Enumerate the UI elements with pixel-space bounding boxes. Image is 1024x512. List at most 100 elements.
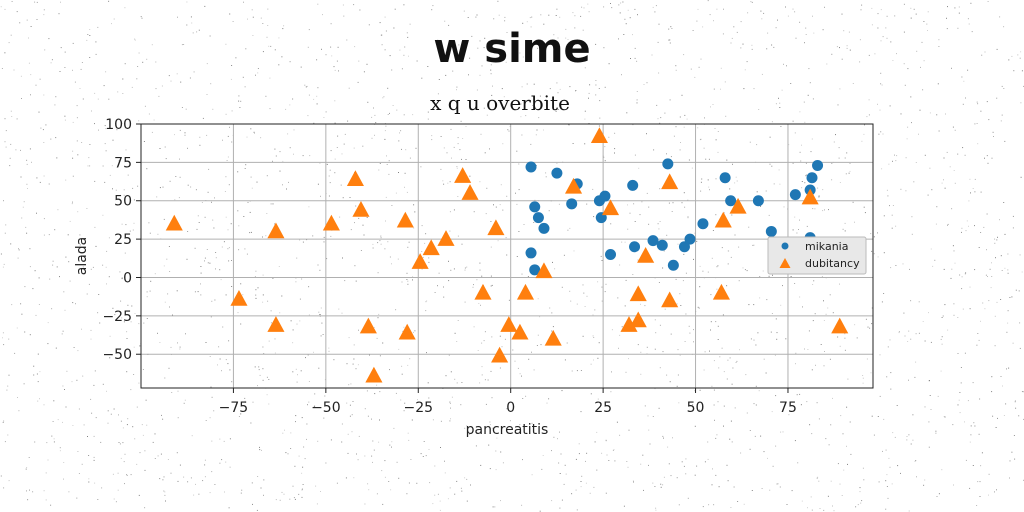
point-dubitancy: [712, 283, 730, 300]
noise-dot: [1007, 253, 1009, 255]
noise-dot: [317, 183, 319, 185]
noise-dot: [492, 85, 493, 87]
noise-dot: [480, 464, 482, 466]
noise-dot: [286, 188, 287, 190]
x-axis-title: pancreatitis: [466, 422, 549, 438]
noise-dot: [775, 395, 777, 397]
noise-dot: [525, 395, 527, 397]
noise-dot: [717, 325, 719, 327]
noise-dot: [139, 452, 141, 454]
noise-dot: [146, 291, 148, 293]
noise-dot: [71, 381, 73, 383]
noise-dot: [306, 423, 308, 425]
noise-dot: [517, 367, 519, 369]
noise-dot: [98, 129, 99, 131]
noise-dot: [301, 496, 303, 498]
noise-dot: [1007, 322, 1009, 324]
noise-dot: [751, 1, 753, 3]
noise-dot: [557, 37, 559, 39]
noise-dot: [696, 465, 698, 467]
noise-dot: [511, 54, 513, 56]
noise-dot: [303, 446, 305, 448]
noise-dot: [775, 103, 777, 105]
noise-dot: [597, 357, 599, 359]
noise-dot: [501, 88, 503, 90]
noise-dot: [366, 390, 368, 392]
noise-dot: [957, 317, 959, 318]
noise-dot: [224, 191, 226, 192]
noise-dot: [817, 476, 819, 478]
noise-dot: [700, 190, 702, 192]
noise-dot: [353, 477, 355, 479]
noise-dot: [886, 474, 888, 476]
noise-dot: [465, 159, 467, 160]
noise-dot: [953, 303, 955, 305]
noise-dot: [775, 27, 777, 29]
noise-dot: [819, 508, 821, 509]
noise-dot: [895, 265, 897, 266]
noise-dot: [374, 134, 375, 136]
noise-dot: [889, 205, 890, 207]
point-mikania: [656, 239, 668, 251]
noise-dot: [323, 117, 325, 118]
noise-dot: [804, 42, 805, 44]
noise-dot: [20, 303, 22, 305]
noise-dot: [260, 17, 262, 19]
noise-dot: [318, 367, 320, 369]
noise-dot: [994, 491, 995, 493]
noise-dot: [460, 487, 462, 489]
noise-dot: [967, 69, 969, 71]
noise-dot: [461, 382, 463, 383]
noise-dot: [393, 27, 395, 29]
noise-dot: [799, 111, 801, 113]
noise-dot: [983, 226, 985, 228]
noise-dot: [627, 204, 628, 206]
point-dubitancy: [620, 316, 638, 332]
noise-dot: [702, 270, 704, 272]
noise-dot: [210, 316, 212, 318]
noise-dot: [990, 287, 992, 289]
point-mikania: [697, 218, 709, 230]
noise-dot: [378, 313, 380, 315]
noise-dot: [171, 392, 173, 393]
noise-dot: [278, 64, 280, 66]
noise-dot: [136, 406, 138, 408]
point-dubitancy: [629, 311, 647, 328]
noise-dot: [712, 230, 714, 231]
noise-dot: [592, 188, 594, 190]
noise-dot: [262, 346, 264, 348]
noise-dot: [292, 98, 294, 100]
noise-dot: [200, 272, 202, 274]
noise-dot: [281, 295, 283, 297]
noise-dot: [780, 126, 782, 127]
point-mikania: [532, 212, 544, 224]
noise-dot: [29, 334, 31, 336]
noise-dot: [337, 135, 339, 137]
noise-dot: [964, 273, 966, 275]
noise-dot: [432, 5, 434, 7]
noise-dot: [146, 58, 148, 60]
noise-dot: [907, 126, 909, 128]
noise-dot: [841, 58, 843, 60]
noise-dot: [992, 415, 994, 417]
noise-dot: [257, 287, 259, 289]
noise-dot: [306, 85, 308, 87]
noise-dot: [993, 136, 994, 137]
noise-dot: [521, 504, 523, 506]
noise-dot: [936, 206, 938, 208]
noise-dot: [262, 301, 264, 303]
noise-dot: [721, 247, 723, 249]
noise-dot: [43, 490, 45, 492]
noise-dot: [890, 41, 892, 43]
noise-dot: [63, 478, 64, 480]
noise-dot: [47, 459, 49, 461]
noise-dot: [395, 192, 397, 194]
noise-dot: [366, 217, 368, 218]
noise-dot: [780, 431, 782, 433]
noise-dot: [261, 449, 262, 451]
noise-dot: [941, 343, 943, 345]
noise-dot: [398, 140, 400, 142]
noise-dot: [708, 158, 710, 160]
noise-dot: [716, 288, 718, 290]
noise-dot: [282, 160, 284, 162]
